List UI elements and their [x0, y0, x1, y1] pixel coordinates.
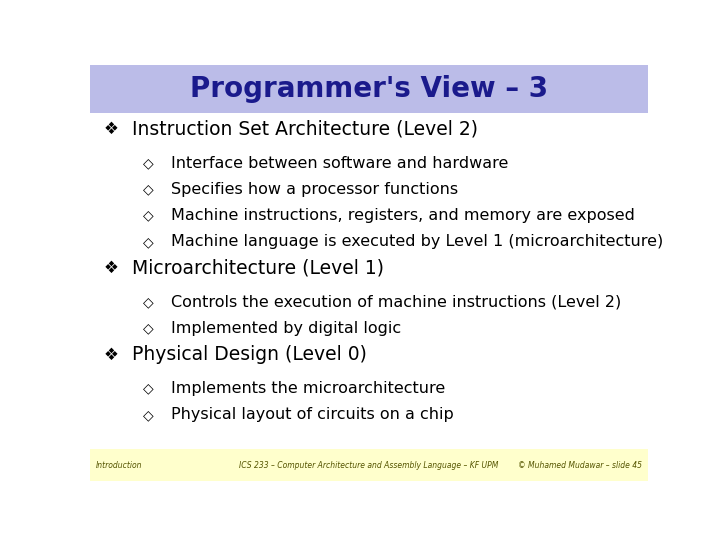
Text: Machine instructions, registers, and memory are exposed: Machine instructions, registers, and mem… [171, 208, 635, 223]
Text: ❖: ❖ [104, 346, 119, 363]
Text: ◇: ◇ [143, 235, 153, 249]
Text: Implemented by digital logic: Implemented by digital logic [171, 321, 401, 336]
Text: ◇: ◇ [143, 209, 153, 222]
Text: ◇: ◇ [143, 157, 153, 170]
Text: Introduction: Introduction [96, 461, 142, 469]
Text: Controls the execution of machine instructions (Level 2): Controls the execution of machine instru… [171, 295, 621, 310]
FancyBboxPatch shape [90, 65, 648, 113]
Text: ◇: ◇ [143, 321, 153, 335]
Text: © Muhamed Mudawar – slide 45: © Muhamed Mudawar – slide 45 [518, 461, 642, 469]
Text: ❖: ❖ [104, 120, 119, 138]
Text: Machine language is executed by Level 1 (microarchitecture): Machine language is executed by Level 1 … [171, 234, 663, 249]
FancyBboxPatch shape [90, 449, 648, 481]
Text: ◇: ◇ [143, 408, 153, 422]
Text: Programmer's View – 3: Programmer's View – 3 [190, 75, 548, 103]
Text: Specifies how a processor functions: Specifies how a processor functions [171, 182, 458, 197]
Text: Implements the microarchitecture: Implements the microarchitecture [171, 381, 445, 396]
Text: ◇: ◇ [143, 382, 153, 396]
Text: ❖: ❖ [104, 259, 119, 277]
Text: Instruction Set Architecture (Level 2): Instruction Set Architecture (Level 2) [132, 120, 478, 139]
Text: ◇: ◇ [143, 295, 153, 309]
Text: Interface between software and hardware: Interface between software and hardware [171, 156, 508, 171]
Text: ◇: ◇ [143, 183, 153, 197]
Text: Physical layout of circuits on a chip: Physical layout of circuits on a chip [171, 407, 454, 422]
Text: Microarchitecture (Level 1): Microarchitecture (Level 1) [132, 259, 384, 278]
Text: Physical Design (Level 0): Physical Design (Level 0) [132, 345, 366, 364]
Text: ICS 233 – Computer Architecture and Assembly Language – KF UPM: ICS 233 – Computer Architecture and Asse… [239, 461, 499, 469]
